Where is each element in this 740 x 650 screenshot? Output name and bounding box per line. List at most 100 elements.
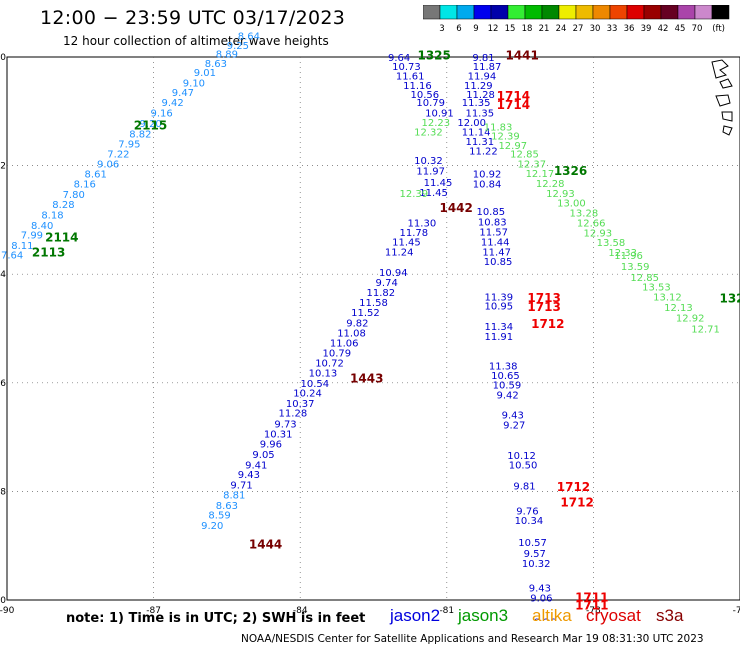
wave-height-value: 11.08 bbox=[337, 328, 366, 339]
wave-height-value: 12.93 bbox=[546, 189, 575, 200]
track-time-label: 1441 bbox=[505, 48, 538, 62]
wave-height-value: 10.91 bbox=[425, 108, 454, 119]
wave-height-value: 10.95 bbox=[485, 302, 514, 313]
wave-height-value: 9.41 bbox=[245, 460, 267, 471]
track-1712c: 1712 bbox=[560, 495, 593, 509]
colorbar-swatch bbox=[711, 5, 730, 20]
wave-height-value: 9.81 bbox=[472, 53, 494, 64]
track-1327: 132 bbox=[719, 292, 740, 306]
wave-height-value: 9.01 bbox=[194, 68, 216, 79]
x-tick-label: -78 bbox=[586, 606, 601, 616]
wave-height-value: 8.63 bbox=[216, 501, 238, 512]
wave-height-value: 12.66 bbox=[577, 219, 606, 230]
track-2115: 7.648.117.998.408.188.287.808.168.619.06… bbox=[1, 31, 260, 261]
wave-height-value: 8.89 bbox=[216, 50, 238, 61]
map-subtitle: 12 hour collection of altimeter wave hei… bbox=[63, 34, 329, 48]
wave-height-value: 11.57 bbox=[479, 227, 508, 238]
wave-height-value: 9.57 bbox=[524, 549, 546, 560]
wave-height-value: 13.00 bbox=[557, 199, 586, 210]
x-tick-label: -84 bbox=[293, 606, 308, 616]
wave-height-value: 9.10 bbox=[183, 79, 205, 90]
wave-height-value: 9.42 bbox=[162, 98, 184, 109]
wave-height-value: 12.85 bbox=[510, 150, 539, 161]
wave-height-value: 7.99 bbox=[21, 231, 43, 242]
colorbar-tick-label: 12 bbox=[488, 24, 499, 34]
wave-height-value: 10.65 bbox=[491, 371, 520, 382]
wave-height-value: 8.59 bbox=[208, 511, 230, 522]
track-1711: 1711 bbox=[575, 590, 608, 604]
track-time-label: 2115 bbox=[134, 118, 167, 132]
track-time-label: 1714 bbox=[497, 89, 530, 103]
track-time-label: 1711 bbox=[575, 590, 608, 604]
colorbar-tick-label: 39 bbox=[641, 24, 652, 34]
wave-height-value: 9.26 bbox=[534, 618, 556, 620]
track-1713b: 1713 bbox=[527, 300, 560, 314]
wave-height-value: 11.58 bbox=[359, 298, 388, 309]
colorbar-tick-label: 36 bbox=[624, 24, 635, 34]
wave-height-value: 9.06 bbox=[530, 593, 552, 604]
legend-item-altika: altika bbox=[532, 606, 572, 625]
track-1712: 1712 bbox=[531, 317, 564, 331]
wave-height-value: 9.06 bbox=[97, 159, 119, 170]
wave-height-value: 11.82 bbox=[367, 288, 396, 299]
wave-height-value: 13.58 bbox=[597, 238, 626, 249]
track-time-label: 1713 bbox=[527, 291, 560, 305]
wave-height-value: 10.73 bbox=[392, 62, 421, 73]
track-1714: 1714 bbox=[497, 89, 530, 103]
wave-height-value: 11.44 bbox=[481, 238, 510, 249]
wave-height-value: 7.95 bbox=[118, 139, 140, 150]
wave-height-value: 11.35 bbox=[462, 98, 491, 109]
wave-height-value: 12.13 bbox=[664, 303, 693, 314]
wave-height-value: 10.31 bbox=[264, 429, 293, 440]
wave-height-value: 11.91 bbox=[485, 332, 514, 343]
wave-height-value: 9.43 bbox=[238, 470, 260, 481]
colorbar-tick-label: 24 bbox=[556, 24, 567, 34]
wave-height-value: 10.37 bbox=[286, 399, 315, 410]
track-1326: 11.96 1326 bbox=[554, 164, 643, 262]
colorbar-tick-label: 42 bbox=[658, 24, 669, 34]
wave-height-value: 7.22 bbox=[107, 150, 129, 161]
wave-height-value: 8.81 bbox=[223, 491, 245, 502]
track-2113: 2113 bbox=[32, 245, 65, 259]
colorbar-tick-label: 30 bbox=[590, 24, 601, 34]
wave-height-value: 8.11 bbox=[11, 241, 33, 252]
wave-height-value: 9.47 bbox=[172, 88, 194, 99]
y-tick-label: -50 bbox=[0, 53, 6, 63]
wave-height-value: 12.71 bbox=[691, 325, 720, 336]
track-time-label: 1443 bbox=[350, 371, 383, 385]
wave-height-value: 11.34 bbox=[485, 322, 514, 333]
wave-height-value: 10.79 bbox=[416, 98, 445, 109]
colorbar-tick-label: 70 bbox=[692, 24, 703, 34]
wave-height-value: 12.97 bbox=[498, 141, 527, 152]
wave-height-value: 9.20 bbox=[140, 119, 162, 130]
wave-height-value: 11.78 bbox=[399, 228, 428, 239]
wave-height-value: 12.39 bbox=[491, 132, 520, 143]
wave-height-value: 11.35 bbox=[465, 108, 494, 119]
wave-height-value: 11.45 bbox=[392, 238, 421, 249]
wave-height-value: 9.43 bbox=[529, 584, 551, 595]
y-tick-label: -56 bbox=[0, 379, 6, 389]
wave-height-value: 11.28 bbox=[279, 409, 308, 420]
track-1443: 10.5410.2410.3711.289.7310.319.969.059.4… bbox=[230, 371, 383, 491]
wave-height-value: 11.24 bbox=[385, 247, 414, 258]
legend-item-s3a: s3a bbox=[656, 606, 684, 625]
wave-height-value: 11.38 bbox=[489, 361, 518, 372]
wave-height-value: 12.00 bbox=[457, 118, 486, 129]
wave-height-value: 8.18 bbox=[41, 210, 63, 221]
wave-height-value: 9.96 bbox=[260, 440, 282, 451]
x-tick-label: -87 bbox=[146, 606, 161, 616]
wave-height-value: 12.37 bbox=[518, 159, 547, 170]
wave-height-value: 10.54 bbox=[301, 379, 330, 390]
wave-height-value: 7.80 bbox=[63, 190, 85, 201]
track-time-label: 1712 bbox=[531, 317, 564, 331]
wave-height-value: 10.34 bbox=[515, 516, 544, 527]
wave-height-value: 12.33 bbox=[608, 248, 637, 259]
wave-height-value: 9.82 bbox=[346, 319, 368, 330]
wave-height-value: 9.73 bbox=[274, 420, 296, 431]
track-2114: 2114 bbox=[45, 230, 78, 244]
track-1441: 9.8111.8711.9411.2911.2811.3511.3512.001… bbox=[457, 48, 556, 620]
wave-height-value: 8.63 bbox=[205, 59, 227, 70]
colorbar-tick-label: 45 bbox=[675, 24, 686, 34]
wave-height-value: 11.39 bbox=[485, 292, 514, 303]
track-time-label: 1326 bbox=[554, 164, 587, 178]
